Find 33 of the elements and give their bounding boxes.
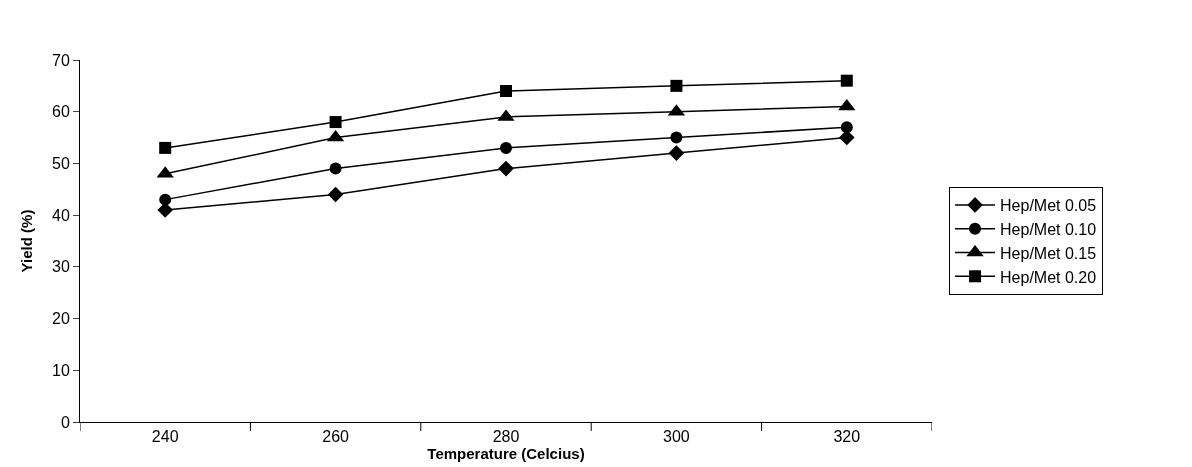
point [500, 85, 512, 98]
y-tick-label: 30 [52, 258, 70, 276]
point [500, 141, 512, 154]
point [840, 121, 853, 134]
y-tick-label: 10 [52, 361, 70, 379]
legend-label: Hep/Met 0.15 [1000, 244, 1097, 262]
x-tick-label: 300 [663, 428, 690, 446]
point [159, 193, 172, 206]
point [159, 141, 172, 154]
y-tick-label: 60 [52, 103, 70, 121]
y-axis-title: Yield (%) [18, 209, 36, 273]
point [670, 79, 683, 92]
point [157, 202, 173, 218]
point [329, 162, 342, 175]
point [498, 160, 514, 177]
y-tick-label: 0 [60, 413, 70, 431]
point [329, 116, 342, 129]
y-tick-label: 70 [52, 51, 70, 69]
legend-label: Hep/Met 0.10 [1000, 220, 1097, 238]
point [668, 145, 685, 161]
x-axis-title: Temperature (Celcius) [427, 445, 585, 463]
x-tick-label: 240 [151, 428, 179, 446]
x-tick-label: 280 [492, 428, 520, 446]
legend-label: Hep/Met 0.05 [1000, 197, 1097, 215]
x-tick-label: 320 [833, 428, 861, 446]
y-tick-label: 50 [52, 155, 70, 173]
point [670, 131, 683, 144]
legend-label: Hep/Met 0.20 [1000, 268, 1097, 286]
x-tick-label: 260 [322, 428, 350, 446]
y-tick-label: 40 [52, 206, 70, 224]
point [840, 74, 853, 87]
point [327, 186, 344, 203]
y-tick-label: 20 [52, 310, 70, 328]
